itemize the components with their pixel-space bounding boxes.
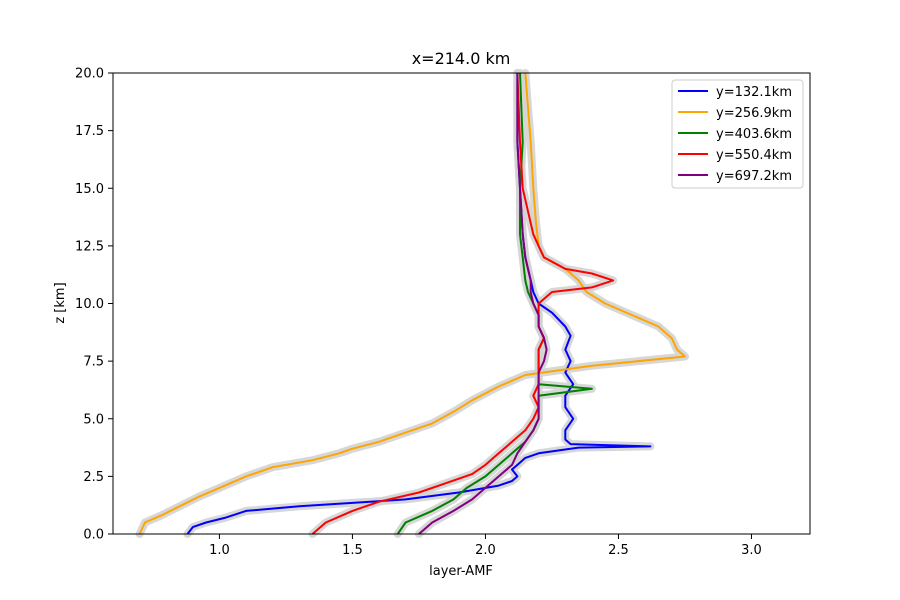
x-tick-label: 2.0 — [475, 543, 496, 558]
y-tick-label: 0.0 — [83, 528, 104, 543]
legend-label-2: y=256.9km — [716, 106, 792, 121]
chart-title: x=214.0 km — [412, 49, 511, 68]
legend-label-1: y=132.1km — [716, 85, 792, 100]
series-lines — [138, 72, 686, 535]
y-axis-label: z [km] — [53, 282, 68, 323]
y-tick-label: 7.5 — [83, 355, 104, 370]
y-tick-label: 5.0 — [83, 412, 104, 427]
y-tick-label: 12.5 — [75, 239, 104, 254]
y-tick-label: 20.0 — [75, 67, 104, 82]
x-tick-label: 1.5 — [342, 543, 363, 558]
legend-label-4: y=550.4km — [716, 148, 792, 163]
legend-label-3: y=403.6km — [716, 127, 792, 142]
y-tick-label: 15.0 — [75, 182, 104, 197]
legend-label-5: y=697.2km — [716, 169, 792, 184]
y-tick-label: 2.5 — [83, 470, 104, 485]
y-tick-label: 17.5 — [75, 124, 104, 139]
legend: y=132.1km y=256.9km y=403.6km y=550.4km y=69… — [671, 79, 804, 189]
x-axis: 1.0 1.5 2.0 2.5 3.0 — [209, 534, 762, 558]
y-axis: 0.0 2.5 5.0 7.5 10.0 12.5 15.0 17.5 20.0 — [75, 67, 113, 543]
series-line-4 — [311, 72, 615, 535]
x-tick-label: 1.0 — [209, 543, 230, 558]
series-line-5 — [418, 73, 548, 535]
x-axis-label: layer-AMF — [429, 564, 493, 579]
legend-box — [671, 79, 804, 189]
x-tick-label: 2.5 — [608, 543, 629, 558]
y-tick-label: 10.0 — [75, 297, 104, 312]
x-tick-label: 3.0 — [741, 543, 762, 558]
